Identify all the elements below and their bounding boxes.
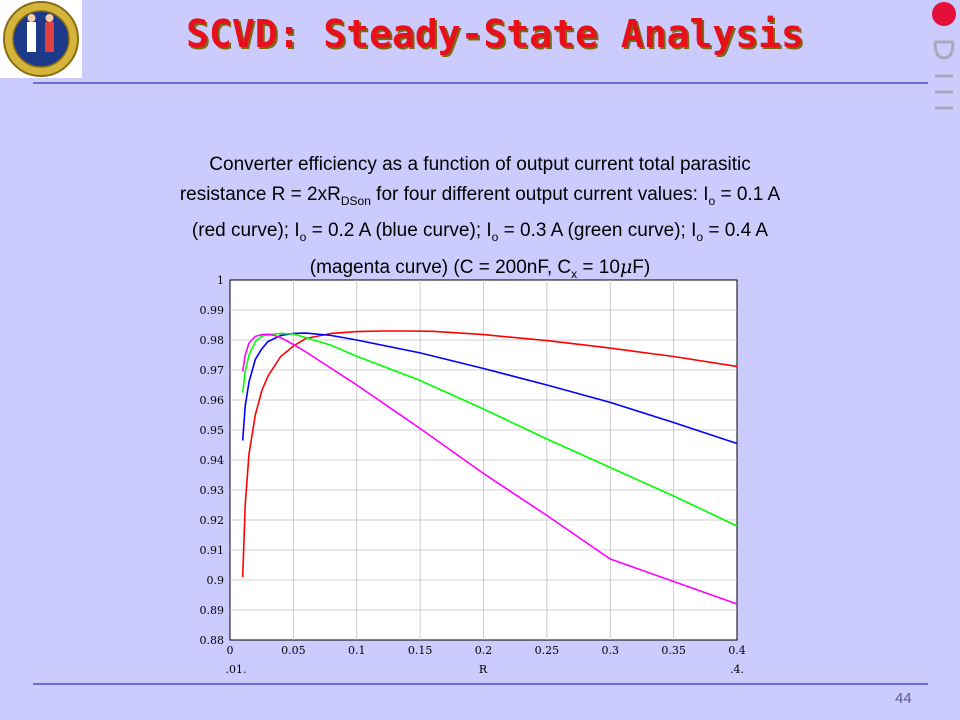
caption-text: = 0.4 A [703,219,769,241]
x-tick-label: 0.15 [408,644,433,657]
caption-subscript: o [696,229,704,244]
y-tick-label: 0.91 [200,544,225,557]
series-line-1 [241,330,738,578]
x-tick-label: 0.3 [602,644,620,657]
seal-icon [3,1,79,77]
efficiency-chart: 0.88 0.89 0.9 0.91 0.92 0.93 0.94 0.95 0.96 0.97 0… [180,268,780,685]
caption-subscript: o [299,229,307,244]
caption-subscript: o [708,193,716,208]
caption-line-4: (magenta curve) (C = 200nF, Cx = 10μF) [90,252,870,289]
caption-text: = 0.3 A (green curve); I [498,219,697,241]
caption-text: resistance R = 2xR [179,184,341,205]
brand-mark-icon [932,2,956,110]
x-range-end-label: .4. [730,663,744,676]
x-tick-label: 0 [227,644,234,657]
university-seal-logo [0,0,82,78]
caption-line-1: Converter efficiency as a function of ou… [209,154,751,175]
series-line-3 [241,332,738,527]
series-line-4 [241,333,738,605]
chart-svg: 0.88 0.89 0.9 0.91 0.92 0.93 0.94 0.95 0.96 0.97 0… [200,274,746,676]
y-tick-label: 0.94 [200,454,225,467]
caption-line-2: resistance R = 2xRDSon for four differen… [90,180,870,216]
x-axis-ticks: 0 0.05 0.1 0.15 0.2 0.25 0.3 0.35 0.4 [227,644,746,657]
footer-divider [33,683,928,685]
caption-text: (magenta curve) (C = 200nF, C [309,256,572,278]
x-tick-label: 0.05 [281,644,306,657]
x-axis-label: R [479,663,488,676]
y-tick-label: 0.92 [200,514,225,527]
y-tick-label: 0.9 [207,574,225,587]
y-tick-label: 0.93 [200,484,225,497]
caption-text: = 0.1 A [715,184,781,205]
x-tick-label: 0.35 [661,644,686,657]
grid-lines [230,280,737,640]
caption-line-3: (red curve); Io = 0.2 A (blue curve); Io… [90,216,870,252]
slide-title: SCVD: Steady-State Analysis [186,12,804,56]
x-range-start-label: .01. [226,663,247,676]
x-tick-label: 0.25 [535,644,560,657]
series-line-2 [241,332,738,445]
y-tick-label: 0.89 [200,604,225,617]
y-tick-label: 1 [217,274,224,287]
caption-subscript: o [491,229,499,244]
y-tick-label: 0.99 [200,304,225,317]
x-tick-label: 0.2 [475,644,493,657]
caption-subscript: x [571,266,578,281]
page-number: 44 [895,690,912,707]
caption-text: F) [632,256,651,278]
figure-caption: Converter efficiency as a function of ou… [90,150,870,288]
x-tick-label: 0.1 [348,644,366,657]
y-tick-label: 0.96 [200,394,225,407]
caption-text: (red curve); I [191,219,300,241]
series-lines [241,330,738,605]
y-tick-label: 0.88 [200,634,225,647]
caption-text: = 0.2 A (blue curve); I [306,219,492,241]
y-axis-ticks: 0.88 0.89 0.9 0.91 0.92 0.93 0.94 0.95 0.96 0.97 0… [200,274,225,647]
corner-logo [925,0,960,130]
header-divider [33,82,928,84]
y-tick-label: 0.98 [200,334,225,347]
y-tick-label: 0.97 [200,364,225,377]
mu-symbol: μ [619,255,633,278]
caption-text: = 10 [577,256,620,278]
y-tick-label: 0.95 [200,424,225,437]
caption-subscript: DSon [340,193,371,208]
x-tick-label: 0.4 [728,644,746,657]
caption-text: for four different output current values… [370,184,709,205]
